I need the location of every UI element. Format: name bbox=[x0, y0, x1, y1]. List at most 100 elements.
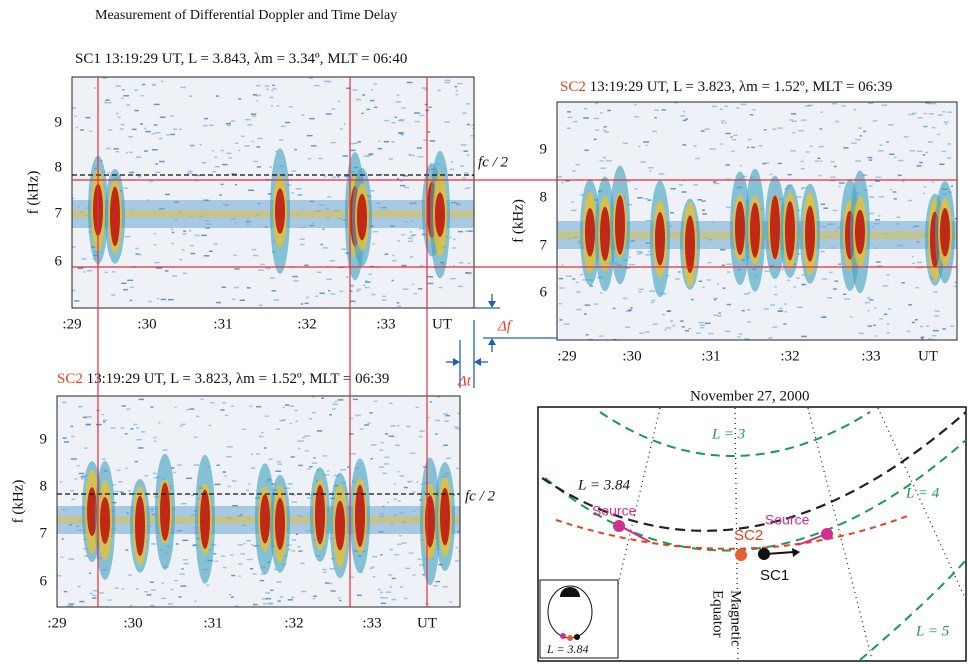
speck bbox=[319, 292, 325, 295]
speck bbox=[228, 157, 233, 159]
speck bbox=[116, 469, 121, 472]
speck bbox=[698, 321, 705, 324]
speck bbox=[112, 484, 116, 486]
speck bbox=[469, 273, 472, 275]
speck bbox=[886, 141, 889, 143]
speck bbox=[172, 275, 178, 277]
speck bbox=[103, 421, 106, 423]
speck bbox=[189, 95, 193, 97]
speck bbox=[558, 277, 564, 280]
speck bbox=[273, 568, 277, 571]
speck bbox=[838, 185, 841, 188]
speck bbox=[457, 285, 463, 288]
speck bbox=[595, 129, 600, 131]
speck bbox=[427, 275, 433, 278]
speck bbox=[290, 596, 295, 599]
speck bbox=[262, 602, 268, 605]
speck bbox=[867, 102, 874, 105]
speck bbox=[295, 533, 299, 535]
inset-dot bbox=[574, 634, 580, 640]
equator-label: Equator bbox=[710, 590, 726, 637]
speck bbox=[380, 553, 383, 556]
y-tick-label: 8 bbox=[55, 159, 63, 175]
speck bbox=[807, 104, 813, 107]
speck bbox=[102, 77, 108, 79]
speck bbox=[820, 203, 826, 206]
speck bbox=[791, 120, 798, 123]
speck bbox=[80, 129, 85, 131]
speck bbox=[297, 440, 300, 442]
speck bbox=[107, 172, 111, 174]
speck bbox=[428, 106, 432, 109]
speck bbox=[702, 286, 705, 289]
speck bbox=[129, 299, 133, 302]
speck bbox=[193, 544, 197, 546]
speck bbox=[298, 550, 303, 552]
speck bbox=[291, 170, 297, 172]
speck bbox=[704, 128, 710, 130]
speck bbox=[276, 461, 281, 463]
speck bbox=[424, 88, 428, 91]
speck bbox=[377, 140, 381, 143]
sc1-arrow bbox=[765, 551, 795, 555]
speck bbox=[251, 115, 257, 117]
speck bbox=[136, 253, 142, 256]
speck bbox=[330, 590, 336, 592]
speck bbox=[411, 234, 417, 236]
speck bbox=[101, 458, 106, 460]
speck bbox=[190, 145, 194, 147]
speck bbox=[345, 276, 349, 278]
speck bbox=[625, 310, 631, 313]
speck bbox=[190, 252, 196, 255]
speck bbox=[153, 84, 156, 86]
speck bbox=[693, 145, 697, 147]
speck bbox=[170, 467, 175, 469]
speck bbox=[912, 262, 915, 264]
speck bbox=[124, 235, 131, 238]
speck bbox=[911, 112, 917, 115]
speck bbox=[801, 274, 806, 276]
speck bbox=[110, 294, 116, 296]
speck bbox=[941, 150, 946, 153]
speck bbox=[212, 149, 215, 152]
speck bbox=[647, 250, 651, 253]
speck bbox=[328, 582, 333, 585]
speck bbox=[888, 124, 894, 126]
speck bbox=[284, 121, 291, 124]
y-axis-label: f (kHz) bbox=[10, 480, 26, 524]
speck bbox=[674, 278, 680, 280]
speck bbox=[450, 277, 457, 280]
speck bbox=[216, 464, 220, 466]
speck bbox=[229, 554, 234, 556]
info: 13:19:29 UT, L = 3.823, λm = 1.52º, MLT … bbox=[590, 79, 893, 95]
speck bbox=[630, 307, 633, 309]
speck bbox=[874, 219, 881, 221]
spectrogram-content bbox=[57, 396, 460, 607]
info: 13:19:29 UT, L = 3.843, λm = 3.34º, MLT … bbox=[105, 51, 408, 67]
speck bbox=[898, 159, 904, 162]
speck bbox=[343, 123, 346, 125]
speck bbox=[130, 428, 134, 430]
speck bbox=[472, 127, 474, 130]
speck bbox=[289, 422, 293, 425]
x-tick-label: :29 bbox=[62, 316, 81, 332]
sc2-dot bbox=[735, 549, 747, 561]
speck bbox=[464, 230, 469, 232]
speck bbox=[730, 136, 733, 138]
speck bbox=[126, 408, 131, 410]
speck bbox=[150, 589, 156, 591]
speck bbox=[220, 555, 226, 557]
speck bbox=[401, 134, 404, 136]
speck bbox=[114, 587, 119, 589]
speck bbox=[832, 209, 838, 212]
speck bbox=[220, 183, 224, 186]
speck bbox=[377, 588, 382, 591]
speck bbox=[118, 481, 123, 483]
speck bbox=[107, 129, 113, 131]
speck bbox=[830, 176, 836, 178]
speck bbox=[397, 240, 401, 242]
speck bbox=[654, 109, 660, 111]
speck bbox=[685, 118, 688, 120]
speck bbox=[322, 247, 329, 249]
speck bbox=[888, 308, 892, 310]
